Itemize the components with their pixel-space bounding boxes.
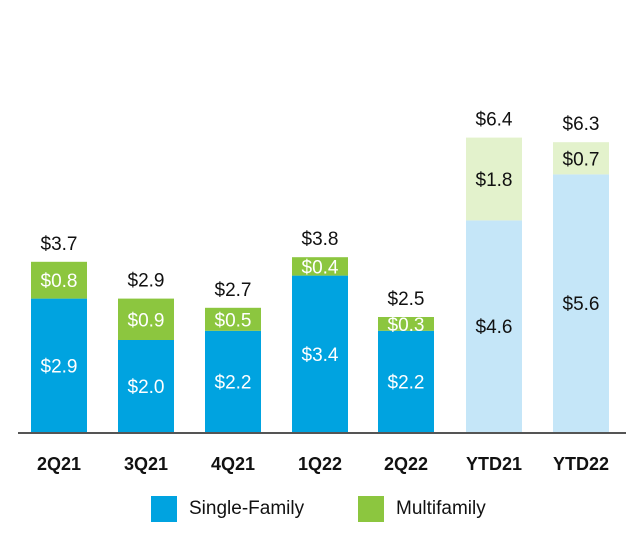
total-label-2q22: $2.5 xyxy=(388,289,425,310)
total-label-4q21: $2.7 xyxy=(215,280,252,301)
x-tick-label-2q22: 2Q22 xyxy=(384,454,428,474)
x-tick-label-3q21: 3Q21 xyxy=(124,454,168,474)
total-label-1q22: $3.8 xyxy=(302,229,339,250)
x-tick-label-4q21: 4Q21 xyxy=(211,454,255,474)
total-label-3q21: $2.9 xyxy=(128,271,165,292)
legend: Single-Family Multifamily xyxy=(0,496,640,526)
bar-single-family-1q22 xyxy=(292,275,348,432)
legend-swatch-multifamily xyxy=(358,496,384,522)
x-tick-label-ytd21: YTD21 xyxy=(466,454,522,474)
data-label-single-family-4q21: $2.2 xyxy=(215,372,252,393)
legend-item-multifamily: Multifamily xyxy=(358,496,486,522)
data-label-multifamily-ytd21: $1.8 xyxy=(476,170,513,191)
data-label-multifamily-3q21: $0.9 xyxy=(128,310,165,331)
bar-multifamily-4q21 xyxy=(205,307,261,331)
data-label-multifamily-1q22: $0.4 xyxy=(302,257,339,278)
data-label-single-family-1q22: $3.4 xyxy=(302,345,339,366)
data-label-multifamily-ytd22: $0.7 xyxy=(563,149,600,170)
legend-label-single-family: Single-Family xyxy=(189,498,305,519)
bar-multifamily-2q21 xyxy=(31,261,87,299)
x-tick-label-1q22: 1Q22 xyxy=(298,454,342,474)
data-label-multifamily-4q21: $0.5 xyxy=(215,310,252,331)
data-label-single-family-ytd22: $5.6 xyxy=(563,294,600,315)
bar-multifamily-1q22 xyxy=(292,257,348,276)
data-label-multifamily-2q21: $0.8 xyxy=(41,271,78,292)
bar-multifamily-3q21 xyxy=(118,298,174,340)
total-label-2q21: $3.7 xyxy=(41,234,78,255)
bar-multifamily-ytd22 xyxy=(553,142,609,175)
bar-single-family-4q21 xyxy=(205,330,261,432)
bar-single-family-2q21 xyxy=(31,298,87,432)
total-label-ytd21: $6.4 xyxy=(476,110,513,131)
legend-item-single-family: Single-Family xyxy=(151,496,304,522)
bar-single-family-2q22 xyxy=(378,330,434,432)
bar-multifamily-2q22 xyxy=(378,317,434,331)
x-tick-label-ytd22: YTD22 xyxy=(553,454,609,474)
data-label-single-family-ytd21: $4.6 xyxy=(476,317,513,338)
total-label-ytd22: $6.3 xyxy=(563,114,600,135)
data-label-multifamily-2q22: $0.3 xyxy=(388,315,425,336)
data-label-single-family-2q22: $2.2 xyxy=(388,372,425,393)
legend-swatch-single-family xyxy=(151,496,177,522)
x-tick-label-2q21: 2Q21 xyxy=(37,454,81,474)
bar-single-family-ytd21 xyxy=(466,220,522,432)
legend-label-multifamily: Multifamily xyxy=(396,498,486,519)
data-label-single-family-3q21: $2.0 xyxy=(128,377,165,398)
bar-single-family-ytd22 xyxy=(553,174,609,432)
bar-multifamily-ytd21 xyxy=(466,137,522,221)
data-label-single-family-2q21: $2.9 xyxy=(41,356,78,377)
bar-single-family-3q21 xyxy=(118,340,174,432)
bars-group xyxy=(31,137,609,432)
labels-group: $2.9 $0.8 $3.7 2Q21 $2.0 $0.9 $2.9 3Q21 $2.2 $0.5… xyxy=(37,110,609,474)
